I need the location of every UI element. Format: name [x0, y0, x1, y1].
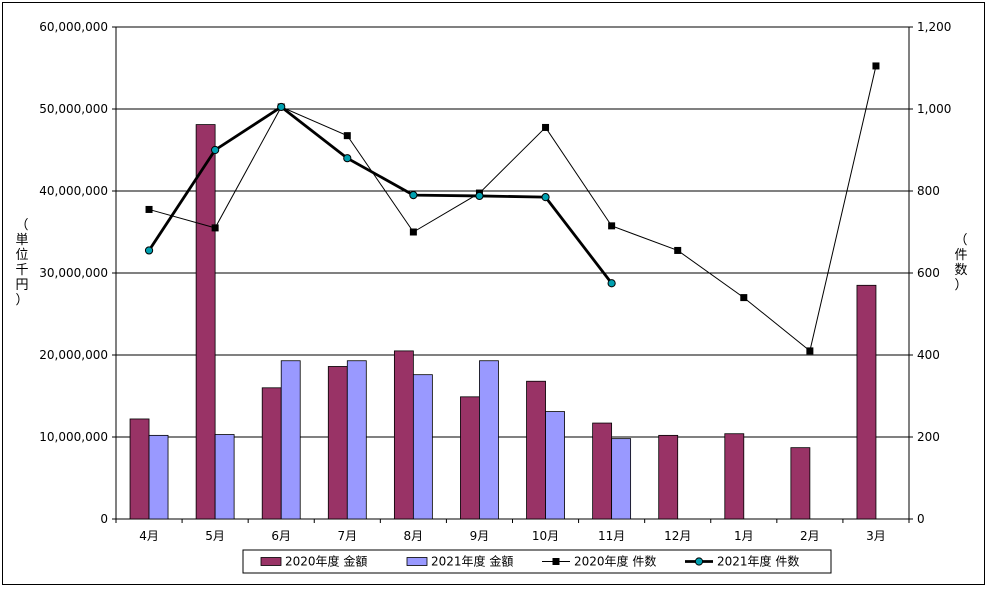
- bar: [346, 360, 367, 520]
- bar: [327, 366, 348, 520]
- line-point: [343, 132, 351, 140]
- y-tick-label: 0: [100, 512, 108, 526]
- x-tick-label: 4月: [139, 529, 159, 543]
- x-tick-label: 12月: [664, 529, 691, 543]
- axis-label-char: （: [15, 218, 29, 233]
- line-point: [541, 193, 550, 202]
- line-point: [409, 228, 417, 236]
- x-tick-label: 9月: [470, 529, 490, 543]
- line-point: [740, 294, 748, 302]
- y2-tick-label: 1,200: [917, 20, 951, 34]
- line-point: [211, 145, 220, 155]
- series-line: [147, 105, 613, 285]
- y-tick-label: 10,000,000: [39, 430, 108, 444]
- x-tick-label: 10月: [532, 529, 559, 543]
- line-point: [144, 246, 154, 255]
- y2-tick-label: 200: [917, 430, 940, 444]
- line-point: [542, 123, 550, 131]
- line-point: [608, 222, 616, 230]
- bar: [479, 360, 499, 520]
- bar: [790, 447, 811, 520]
- legend-marker: [552, 558, 560, 565]
- y2-tick-label: 1,000: [917, 102, 951, 116]
- line-point: [211, 224, 219, 232]
- bar: [129, 418, 150, 520]
- axis-label-char: 件: [954, 248, 968, 263]
- axis-label-char: ）: [15, 293, 29, 308]
- line-point: [872, 62, 880, 70]
- line-point: [409, 191, 418, 200]
- axis-label-char: （: [954, 233, 968, 248]
- y-tick-label: 30,000,000: [39, 266, 108, 280]
- x-tick-label: 6月: [271, 529, 291, 543]
- bar: [393, 350, 414, 520]
- bar: [526, 380, 546, 520]
- axis-label-char: ）: [954, 278, 968, 293]
- y-tick-label: 40,000,000: [39, 184, 108, 198]
- bar: [724, 433, 745, 520]
- line-point: [806, 347, 814, 355]
- y-axis-label: （単位千円）: [14, 218, 30, 308]
- legend-label: 2021年度 金額: [431, 554, 513, 569]
- x-tick-label: 2月: [800, 529, 820, 543]
- y2-tick-label: 600: [917, 266, 940, 280]
- x-tick-label: 3月: [866, 529, 886, 543]
- x-tick-label: 8月: [404, 529, 424, 543]
- bar: [545, 411, 565, 520]
- legend-label: 2020年度 件数: [574, 554, 656, 569]
- line-point: [607, 279, 616, 288]
- y-tick-label: 50,000,000: [39, 102, 108, 116]
- bar: [412, 374, 433, 520]
- bar: [261, 387, 282, 520]
- bar: [148, 434, 169, 520]
- axis-label-char: 数: [954, 263, 968, 278]
- bar: [592, 422, 613, 520]
- x-tick-label: 11月: [598, 529, 625, 543]
- axis-label-char: 円: [15, 278, 29, 293]
- line-point: [277, 102, 286, 112]
- line-point: [674, 246, 682, 254]
- legend-swatch: [406, 557, 428, 566]
- x-tick-label: 7月: [337, 529, 357, 543]
- line-point: [343, 154, 352, 163]
- line-point: [145, 205, 153, 213]
- legend-marker: [694, 557, 704, 566]
- line-point: [475, 191, 484, 201]
- bar: [280, 360, 301, 520]
- bar: [611, 438, 632, 520]
- bar: [856, 284, 877, 520]
- bar: [658, 434, 679, 520]
- axis-label-char: 単: [15, 233, 29, 248]
- bar: [214, 434, 235, 520]
- y2-tick-label: 0: [917, 512, 925, 526]
- series-line: [148, 65, 877, 352]
- y2-tick-label: 800: [917, 184, 940, 198]
- y2-tick-label: 400: [917, 348, 940, 362]
- axis-label-char: 位: [15, 248, 29, 263]
- x-tick-label: 5月: [205, 529, 225, 543]
- axis-label-char: 千: [15, 263, 29, 278]
- bar: [460, 396, 480, 520]
- y2-axis-label: （件数）: [953, 233, 969, 293]
- y-tick-label: 60,000,000: [39, 20, 108, 34]
- bar: [195, 124, 216, 520]
- legend-swatch: [260, 557, 282, 566]
- y-tick-label: 20,000,000: [39, 348, 108, 362]
- legend-box: [242, 549, 832, 574]
- legend-label: 2021年度 件数: [717, 554, 799, 569]
- legend-label: 2020年度 金額: [285, 554, 367, 569]
- x-tick-label: 1月: [734, 529, 754, 543]
